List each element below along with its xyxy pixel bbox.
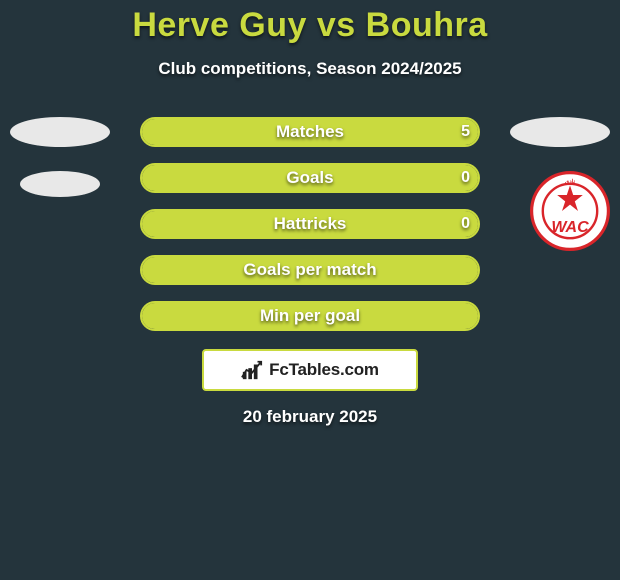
brand-text: FcTables.com (269, 360, 379, 380)
stat-bar: Hattricks0 (140, 209, 480, 239)
stat-label: Min per goal (142, 303, 478, 329)
stat-row: Min per goal (0, 301, 620, 331)
stat-row: Matches5 (0, 117, 620, 147)
subtitle: Club competitions, Season 2024/2025 (0, 59, 620, 79)
stat-row: Goals0 (0, 163, 620, 193)
stat-row: Hattricks0 (0, 209, 620, 239)
stats-area: WAC نادي Matches5Goals0Hattricks0Goals p… (0, 117, 620, 331)
stat-row: Goals per match (0, 255, 620, 285)
page-title: Herve Guy vs Bouhra (0, 0, 620, 45)
stat-label: Matches (142, 119, 478, 145)
stat-value-right: 5 (461, 119, 470, 145)
stat-value-right: 0 (461, 211, 470, 237)
stat-label: Hattricks (142, 211, 478, 237)
brand-badge: FcTables.com (202, 349, 418, 391)
comparison-card: Herve Guy vs Bouhra Club competitions, S… (0, 0, 620, 580)
stat-bar: Goals per match (140, 255, 480, 285)
stat-label: Goals (142, 165, 478, 191)
stat-value-right: 0 (461, 165, 470, 191)
stat-bar: Matches5 (140, 117, 480, 147)
stat-bar: Min per goal (140, 301, 480, 331)
stat-label: Goals per match (142, 257, 478, 283)
bar-chart-icon (241, 359, 263, 381)
date-label: 20 february 2025 (0, 407, 620, 427)
stat-bar: Goals0 (140, 163, 480, 193)
